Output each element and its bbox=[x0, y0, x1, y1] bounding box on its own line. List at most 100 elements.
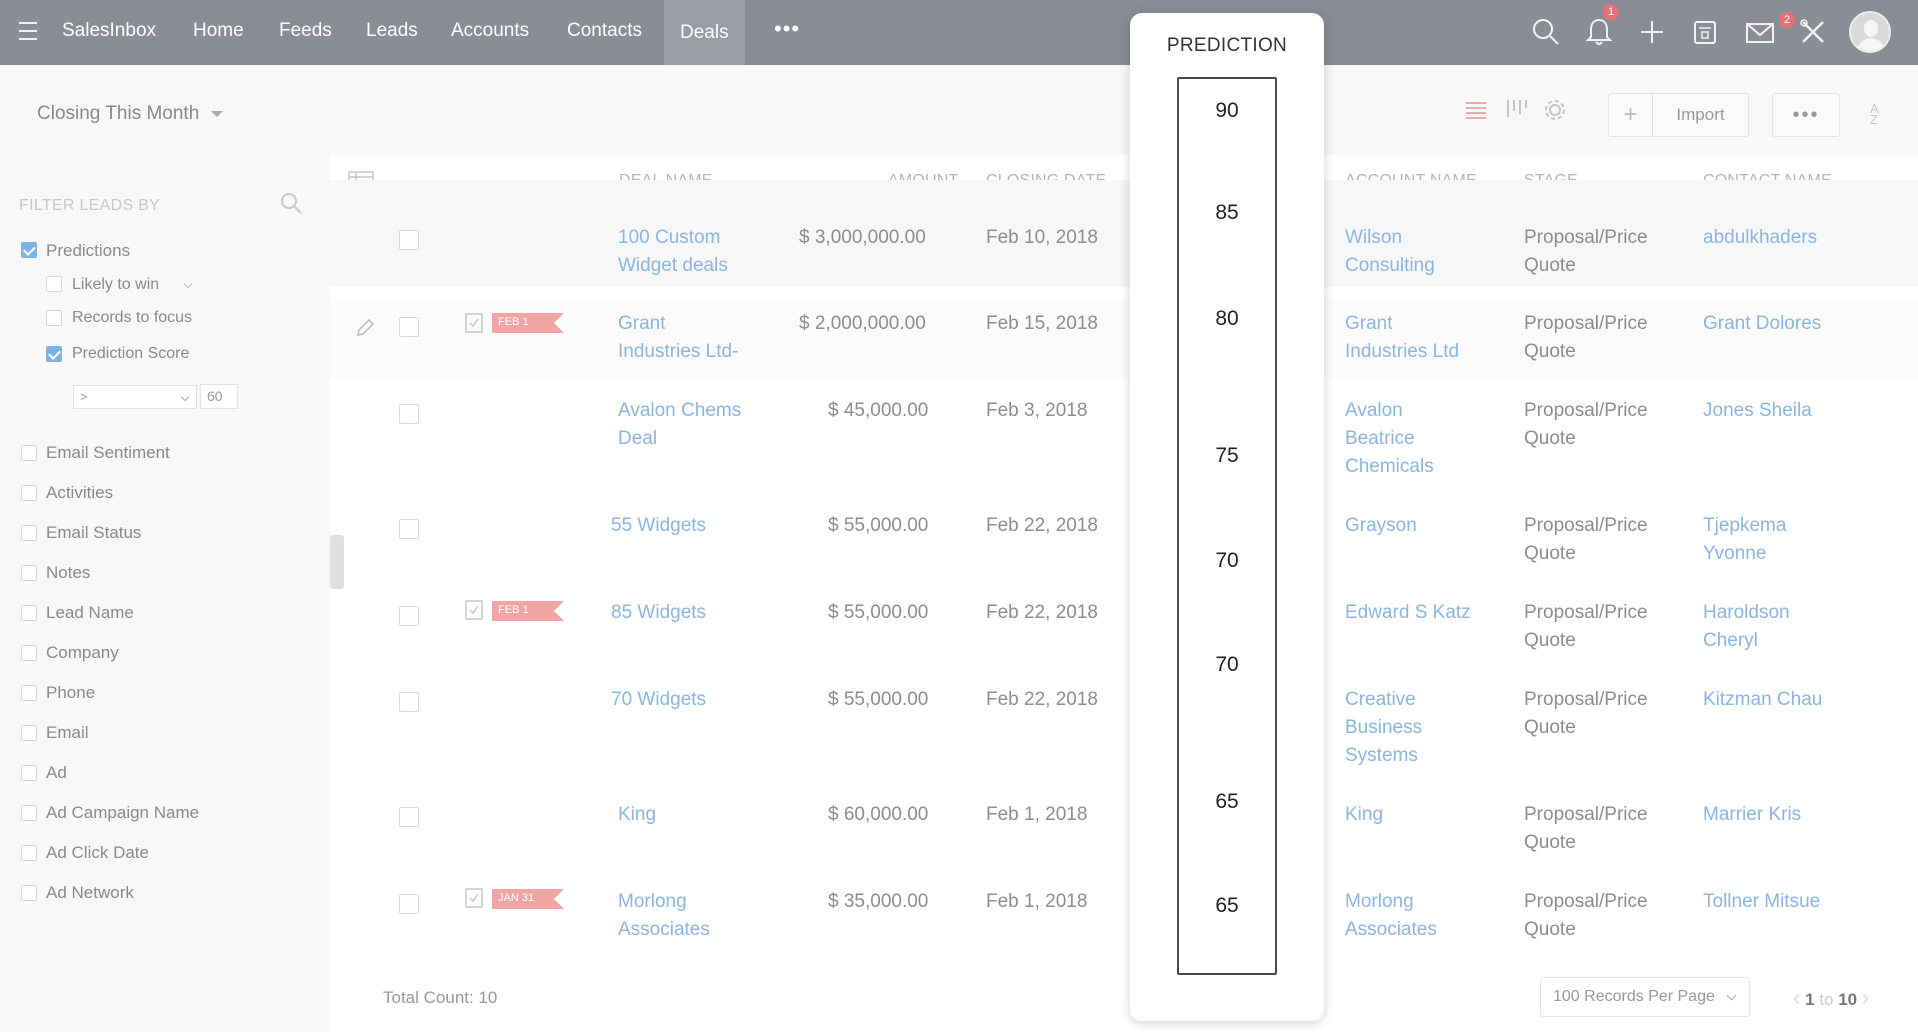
filter-checkbox[interactable] bbox=[21, 605, 37, 621]
deal-name-link[interactable]: Avalon Chems Deal bbox=[618, 400, 742, 449]
nav-more-icon[interactable]: ••• bbox=[774, 16, 801, 41]
nav-deals[interactable]: Deals bbox=[664, 0, 745, 65]
add-icon[interactable] bbox=[1636, 16, 1668, 48]
row-checkbox[interactable] bbox=[399, 606, 419, 626]
stage-value: Proposal/Price Quote bbox=[1524, 689, 1648, 738]
sidebar-collapse-handle[interactable] bbox=[330, 535, 344, 589]
brand-name[interactable]: SalesInbox bbox=[62, 20, 157, 41]
account-name-link[interactable]: Wilson Consulting bbox=[1345, 227, 1435, 276]
score-operator-select[interactable]: > bbox=[73, 385, 197, 409]
filter-search-icon[interactable] bbox=[279, 191, 303, 215]
nav-feeds[interactable]: Feeds bbox=[279, 20, 332, 41]
records-per-page-select[interactable]: 100 Records Per Page bbox=[1540, 977, 1750, 1017]
deal-name-link[interactable]: King bbox=[618, 804, 657, 825]
filter-checkbox[interactable] bbox=[21, 725, 37, 741]
contact-name-link[interactable]: Tjepkema Yvonne bbox=[1703, 515, 1787, 564]
search-icon[interactable] bbox=[1530, 16, 1562, 48]
nav-contacts[interactable]: Contacts bbox=[567, 20, 642, 41]
filter-checkbox[interactable] bbox=[21, 845, 37, 861]
table-row[interactable] bbox=[330, 298, 1918, 378]
row-checkbox[interactable] bbox=[399, 404, 419, 424]
deal-name-link[interactable]: Grant Industries Ltd- bbox=[618, 313, 739, 362]
likely-to-win-checkbox[interactable] bbox=[46, 276, 62, 292]
filter-label: Ad Network bbox=[46, 883, 134, 902]
account-name-link[interactable]: King bbox=[1345, 804, 1384, 825]
filter-checkbox[interactable] bbox=[21, 445, 37, 461]
nav-leads[interactable]: Leads bbox=[366, 20, 418, 41]
score-value-input[interactable]: 60 bbox=[200, 384, 238, 409]
view-selector-label: Closing This Month bbox=[37, 103, 200, 124]
filter-checkbox[interactable] bbox=[21, 485, 37, 501]
table-row[interactable] bbox=[330, 180, 1918, 287]
view-selector[interactable]: Closing This Month bbox=[37, 103, 224, 125]
filter-label: Email Status bbox=[46, 523, 142, 542]
task-icon[interactable] bbox=[464, 886, 484, 908]
account-name-link[interactable]: Creative Business Systems bbox=[1345, 689, 1423, 766]
contact-name-link[interactable]: Haroldson Cheryl bbox=[1703, 602, 1790, 651]
filter-checkbox[interactable] bbox=[21, 685, 37, 701]
records-to-focus-checkbox[interactable] bbox=[46, 310, 62, 326]
create-button[interactable]: + bbox=[1609, 94, 1653, 136]
bell-icon[interactable] bbox=[1583, 16, 1615, 48]
account-name-link[interactable]: Morlong Associates bbox=[1345, 891, 1437, 940]
menu-icon[interactable] bbox=[19, 22, 39, 40]
account-name-link[interactable]: Avalon Beatrice Chemicals bbox=[1345, 400, 1434, 477]
kanban-view-icon[interactable] bbox=[1503, 97, 1529, 123]
more-actions-button[interactable]: ••• bbox=[1772, 93, 1840, 137]
filter-checkbox[interactable] bbox=[21, 565, 37, 581]
mail-badge: 2 bbox=[1779, 12, 1795, 28]
mail-icon[interactable] bbox=[1744, 16, 1776, 48]
records-to-focus-label: Records to focus bbox=[72, 309, 193, 326]
deal-name-link[interactable]: 85 Widgets bbox=[611, 602, 707, 623]
contact-name-link[interactable]: Grant Dolores bbox=[1703, 313, 1822, 334]
row-checkbox[interactable] bbox=[399, 519, 419, 539]
contact-name-link[interactable]: Marrier Kris bbox=[1703, 804, 1802, 825]
prev-page-icon[interactable]: ‹ bbox=[1793, 985, 1801, 1010]
stage-value: Proposal/Price Quote bbox=[1524, 891, 1648, 940]
row-checkbox[interactable] bbox=[399, 807, 419, 827]
list-view-icon[interactable] bbox=[1463, 97, 1489, 123]
nav-accounts[interactable]: Accounts bbox=[451, 20, 530, 41]
deal-name-link[interactable]: Morlong Associates bbox=[618, 891, 710, 940]
deal-name-link[interactable]: 70 Widgets bbox=[611, 689, 707, 710]
account-name-link[interactable]: Grant Industries Ltd bbox=[1345, 313, 1460, 362]
prediction-score-checkbox[interactable] bbox=[46, 346, 62, 362]
filter-checkbox[interactable] bbox=[21, 765, 37, 781]
contact-name-link[interactable]: Jones Sheila bbox=[1703, 400, 1812, 421]
calendar-icon[interactable] bbox=[1689, 16, 1721, 48]
task-icon[interactable] bbox=[464, 598, 484, 620]
deal-name-link[interactable]: 55 Widgets bbox=[611, 515, 707, 536]
chevron-down-icon[interactable] bbox=[183, 279, 193, 289]
row-checkbox[interactable] bbox=[399, 317, 419, 337]
edit-icon[interactable] bbox=[355, 318, 375, 338]
contact-name-link[interactable]: Tollner Mitsue bbox=[1703, 891, 1821, 912]
create-import-group: + Import bbox=[1608, 93, 1749, 137]
filter-checkbox[interactable] bbox=[21, 805, 37, 821]
account-name-link[interactable]: Grayson bbox=[1345, 515, 1417, 536]
settings-icon[interactable] bbox=[1542, 97, 1568, 123]
deal-name-link[interactable]: 100 Custom Widget deals bbox=[618, 227, 728, 276]
row-checkbox[interactable] bbox=[399, 894, 419, 914]
nav-home[interactable]: Home bbox=[193, 20, 244, 41]
contact-name-link[interactable]: abdulkhaders bbox=[1703, 227, 1818, 248]
import-button[interactable]: Import bbox=[1676, 105, 1725, 124]
filter-checkbox[interactable] bbox=[21, 885, 37, 901]
prediction-score: 80 bbox=[1215, 307, 1239, 330]
prediction-score-label: Prediction Score bbox=[72, 345, 190, 362]
chevron-down-icon bbox=[180, 392, 190, 402]
predictions-checkbox[interactable] bbox=[21, 242, 37, 258]
user-avatar[interactable] bbox=[1849, 11, 1891, 53]
next-page-icon[interactable]: › bbox=[1861, 985, 1870, 1010]
filter-checkbox[interactable] bbox=[21, 525, 37, 541]
top-nav: SalesInbox Home Feeds Leads Accounts Con… bbox=[0, 0, 1918, 65]
row-checkbox[interactable] bbox=[399, 230, 419, 250]
account-name-link[interactable]: Edward S Katz bbox=[1345, 602, 1471, 623]
task-icon[interactable] bbox=[464, 311, 484, 333]
filter-sidebar: FILTER LEADS BY Predictions Likely to wi… bbox=[0, 155, 330, 1032]
row-checkbox[interactable] bbox=[399, 692, 419, 712]
filter-label: Email bbox=[46, 723, 89, 742]
filter-checkbox[interactable] bbox=[21, 645, 37, 661]
tools-icon[interactable] bbox=[1797, 16, 1829, 48]
contact-name-link[interactable]: Kitzman Chau bbox=[1703, 689, 1823, 710]
